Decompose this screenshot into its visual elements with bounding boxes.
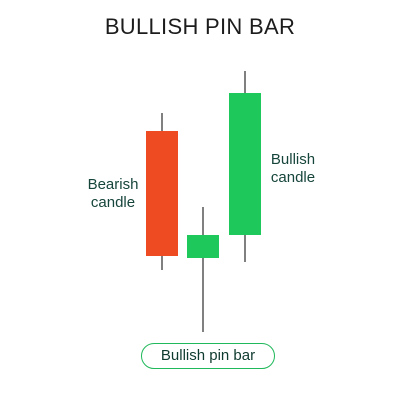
bullish-candle	[229, 71, 261, 262]
bearish-candle-body	[146, 131, 178, 256]
pin-bar-label-pill: Bullish pin bar	[141, 343, 275, 369]
diagram-title: BULLISH PIN BAR	[104, 14, 296, 39]
bullish-candle-body	[229, 93, 261, 235]
pin-bar-body	[187, 235, 219, 258]
bullish-candle-label: Bullish candle	[270, 151, 316, 186]
bearish-candle-label: Bearish candle	[87, 176, 139, 211]
bearish-candle	[146, 113, 178, 270]
pin-bar-candle	[187, 207, 219, 332]
